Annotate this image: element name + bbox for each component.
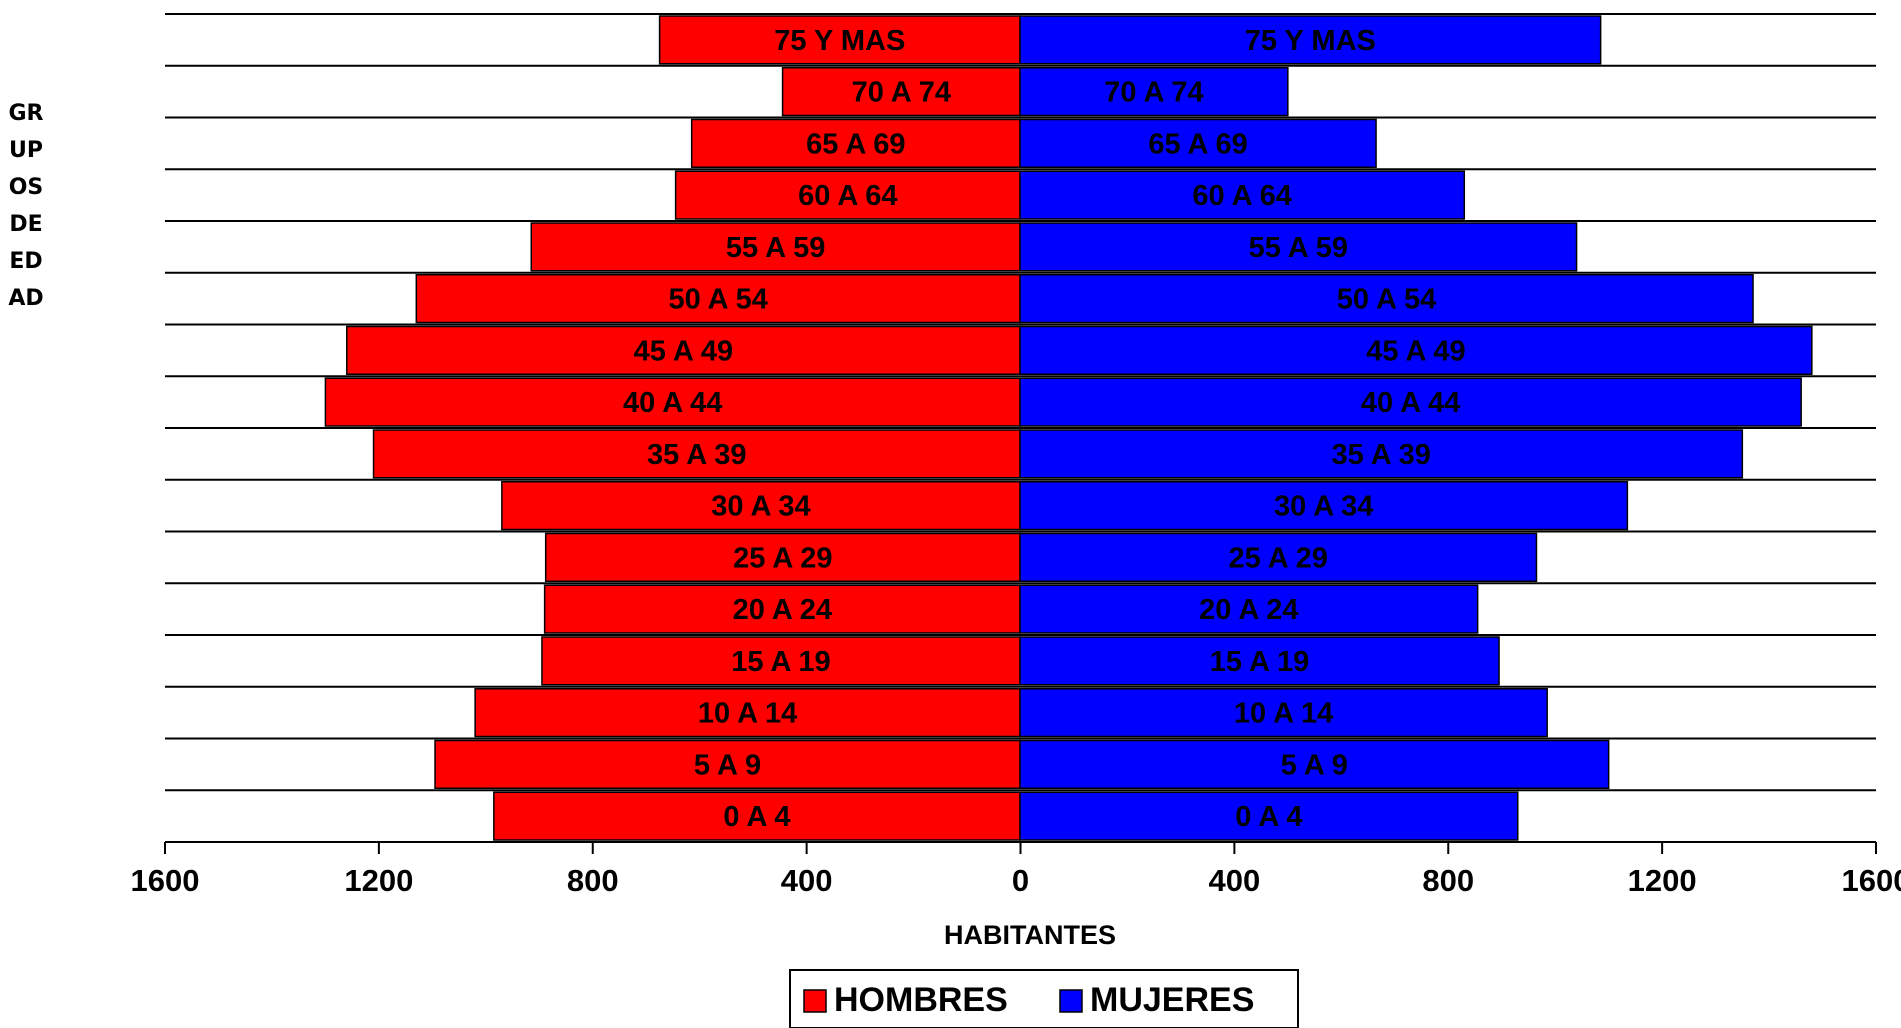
bar-label-hombres: 40 A 44 — [623, 387, 722, 419]
bar-label-hombres: 60 A 64 — [798, 180, 897, 212]
x-tick-label: 1200 — [344, 863, 413, 898]
bar-label-hombres: 20 A 24 — [733, 594, 832, 626]
bar-label-hombres: 35 A 39 — [647, 439, 746, 471]
bar-mujeres — [1019, 377, 1802, 427]
bar-label-mujeres: 55 A 59 — [1249, 232, 1348, 264]
bar-label-hombres: 65 A 69 — [806, 128, 905, 160]
bar-label-hombres: 25 A 29 — [733, 542, 832, 574]
bar-label-hombres: 75 Y MAS — [774, 25, 905, 57]
bar-label-hombres: 55 A 59 — [726, 232, 825, 264]
bar-mujeres — [1019, 688, 1548, 738]
bar-label-hombres: 5 A 9 — [694, 749, 761, 781]
bar-mujeres — [1019, 739, 1610, 789]
bar-hombres — [544, 532, 1021, 582]
legend-label-mujeres: MUJERES — [1090, 981, 1254, 1019]
bar-mujeres — [1019, 636, 1500, 686]
bar-label-hombres: 30 A 34 — [711, 491, 810, 523]
bar-label-mujeres: 65 A 69 — [1148, 128, 1247, 160]
bar-hombres — [474, 688, 1021, 738]
bar-mujeres — [1019, 222, 1578, 272]
bar-hombres — [346, 325, 1021, 375]
bar-label-mujeres: 20 A 24 — [1199, 594, 1298, 626]
x-tick-label: 0 — [1012, 863, 1029, 898]
bar-mujeres — [1019, 170, 1466, 220]
legend-label-hombres: HOMBRES — [834, 981, 1008, 1019]
bar-label-mujeres: 75 Y MAS — [1245, 25, 1376, 57]
bar-hombres — [501, 481, 1021, 531]
bar-label-mujeres: 30 A 34 — [1274, 491, 1373, 523]
x-tick-label: 400 — [781, 863, 833, 898]
bar-mujeres — [1019, 325, 1813, 375]
bar-mujeres — [1019, 15, 1602, 65]
bar-label-mujeres: 40 A 44 — [1361, 387, 1460, 419]
bar-hombres — [372, 429, 1021, 479]
bar-hombres — [415, 274, 1021, 324]
bar-hombres — [690, 118, 1021, 168]
bar-mujeres — [1019, 481, 1629, 531]
bar-mujeres — [1019, 118, 1377, 168]
bar-label-mujeres: 0 A 4 — [1235, 801, 1302, 833]
x-tick-label: 1600 — [1842, 863, 1901, 898]
bar-label-hombres: 70 A 74 — [852, 77, 951, 109]
bar-label-mujeres: 50 A 54 — [1337, 284, 1436, 316]
x-tick-label: 800 — [1422, 863, 1474, 898]
bar-label-hombres: 15 A 19 — [731, 646, 830, 678]
bar-label-hombres: 0 A 4 — [723, 801, 790, 833]
bar-hombres — [493, 791, 1021, 841]
bar-label-hombres: 50 A 54 — [668, 284, 767, 316]
bar-mujeres — [1019, 532, 1538, 582]
bar-label-hombres: 10 A 14 — [698, 698, 797, 730]
legend-swatch-hombres — [803, 989, 827, 1013]
bar-label-mujeres: 70 A 74 — [1104, 77, 1203, 109]
bar-mujeres — [1019, 429, 1744, 479]
x-tick-label: 800 — [567, 863, 619, 898]
bar-label-mujeres: 25 A 29 — [1229, 542, 1328, 574]
bar-hombres — [434, 739, 1021, 789]
bar-mujeres — [1019, 584, 1479, 634]
bar-label-hombres: 45 A 49 — [634, 335, 733, 367]
x-tick-label: 1600 — [131, 863, 200, 898]
bar-mujeres — [1019, 67, 1289, 117]
bar-label-mujeres: 45 A 49 — [1366, 335, 1465, 367]
bar-hombres — [543, 584, 1021, 634]
bar-label-mujeres: 15 A 19 — [1210, 646, 1309, 678]
bar-hombres — [324, 377, 1021, 427]
bar-label-mujeres: 10 A 14 — [1234, 698, 1333, 730]
legend-box — [789, 969, 1299, 1028]
bar-hombres — [530, 222, 1021, 272]
bar-label-mujeres: 35 A 39 — [1331, 439, 1430, 471]
x-tick-label: 400 — [1209, 863, 1261, 898]
bar-label-mujeres: 5 A 9 — [1281, 749, 1348, 781]
x-tick-label: 1200 — [1628, 863, 1697, 898]
y-axis-title: GRUPOS DE EDAD — [8, 101, 59, 311]
bar-mujeres — [1019, 274, 1754, 324]
bar-mujeres — [1019, 791, 1519, 841]
bar-label-mujeres: 60 A 64 — [1192, 180, 1291, 212]
x-axis-title: HABITANTES — [944, 920, 1116, 950]
bar-hombres — [541, 636, 1021, 686]
legend-swatch-mujeres — [1059, 989, 1083, 1013]
